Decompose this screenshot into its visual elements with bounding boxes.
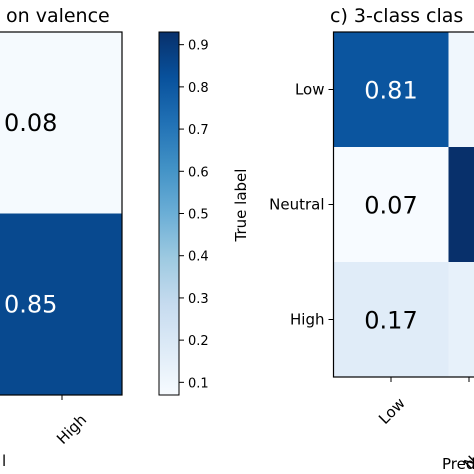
y-axis-label: True label xyxy=(232,169,250,243)
colorbar-tick-label-3: 0.6 xyxy=(188,165,209,180)
right-cell-0-1 xyxy=(448,32,474,147)
left-heatmap-frame xyxy=(0,31,123,396)
right-y-ticks: Low Neutral High xyxy=(269,81,334,329)
left-cell-1 xyxy=(0,213,122,395)
right-cell-2-0 xyxy=(333,262,449,377)
colorbar-tick-label-2: 0.7 xyxy=(188,123,209,138)
colorbar-tick-label-4: 0.5 xyxy=(188,208,209,223)
right-x-axis-label: Pred xyxy=(442,455,474,473)
right-y-tick-high: High xyxy=(290,311,324,329)
right-y-tick-low: Low xyxy=(295,81,325,99)
right-cell-label-0-0: 0.81 xyxy=(364,77,417,105)
left-cell-0 xyxy=(0,32,122,214)
colorbar-tick-label-0: 0.9 xyxy=(188,39,209,54)
left-cell-label-0: 0.08 xyxy=(4,109,57,137)
colorbar-tick-label-1: 0.8 xyxy=(188,81,209,96)
colorbar xyxy=(158,31,180,396)
right-cell-1-0 xyxy=(333,147,449,262)
left-cell-label-1: 0.85 xyxy=(4,290,57,318)
colorbar-tick-label-6: 0.3 xyxy=(188,292,209,307)
colorbar-ticks: 0.9 0.8 0.7 0.6 0.5 0.4 0.3 0.2 0.1 xyxy=(179,39,209,391)
left-chart-title: on valence xyxy=(6,5,110,27)
right-chart-title: c) 3-class clas xyxy=(330,5,463,27)
right-x-tick-low: Low xyxy=(375,394,409,428)
left-x-tick-high: High xyxy=(53,411,90,448)
colorbar-tick-label-8: 0.1 xyxy=(188,376,209,391)
right-heatmap: 0.81 0.07 0.17 xyxy=(333,32,474,377)
right-y-tick-neutral: Neutral xyxy=(269,196,324,214)
right-cell-2-1 xyxy=(448,262,474,377)
colorbar-tick-label-5: 0.4 xyxy=(188,250,209,265)
right-cell-label-1-0: 0.07 xyxy=(364,192,417,220)
left-heatmap: 0.08 0.85 xyxy=(0,32,122,395)
colorbar-tick-label-7: 0.2 xyxy=(188,334,209,349)
right-cell-1-1 xyxy=(448,147,474,262)
left-x-axis-label: l xyxy=(2,452,6,470)
right-cell-label-2-0: 0.17 xyxy=(364,307,417,335)
right-cell-0-0 xyxy=(333,32,449,147)
